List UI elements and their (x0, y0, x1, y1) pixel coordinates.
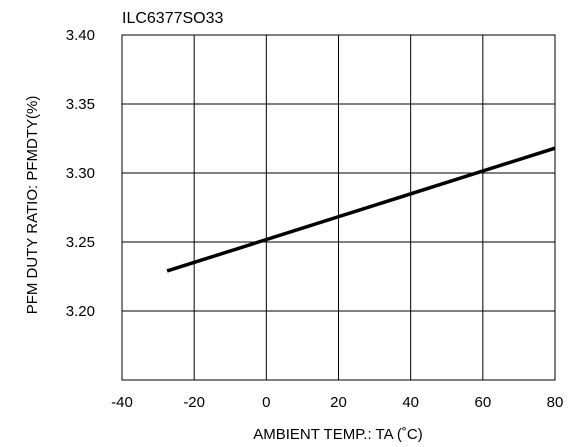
series-layer (166, 146, 556, 273)
y-axis-title: PFM DUTY RATIO: PFMDTY(%) (24, 96, 41, 315)
plot-area-frame (121, 34, 556, 381)
x-tick-label: -40 (111, 394, 133, 411)
x-axis-title: AMBIENT TEMP.: TA (˚C) (253, 426, 422, 443)
x-tick-label: 40 (402, 394, 419, 411)
x-tick-label: -20 (183, 394, 205, 411)
x-tick-label: 60 (474, 394, 491, 411)
x-tick-label: 80 (547, 394, 564, 411)
y-tick-label: 3.25 (66, 234, 95, 251)
chart-title: ILC6377SO33 (122, 10, 224, 27)
grid (121, 34, 556, 381)
x-tick-label: 20 (330, 394, 347, 411)
y-tick-labels: 3.20 3.25 3.30 3.35 3.40 (66, 27, 95, 320)
x-tick-label: 0 (262, 394, 270, 411)
series-line-0 (166, 146, 556, 273)
y-tick-label: 3.35 (66, 96, 95, 113)
y-tick-label: 3.40 (66, 27, 95, 44)
x-tick-labels: -40 -20 0 20 40 60 80 (111, 394, 563, 411)
y-tick-label: 3.30 (66, 165, 95, 182)
y-tick-label: 3.20 (66, 303, 95, 320)
